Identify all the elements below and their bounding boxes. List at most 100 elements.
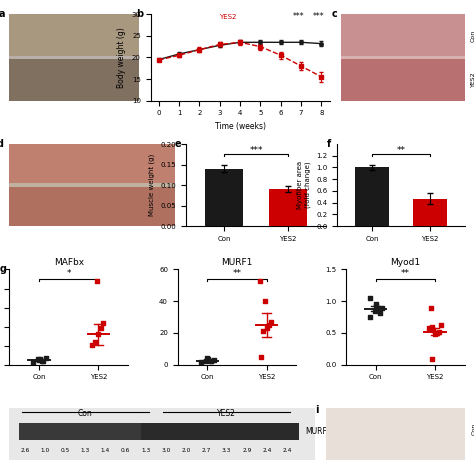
Point xyxy=(39,357,47,365)
Point xyxy=(99,319,107,327)
Point xyxy=(379,304,386,311)
Point xyxy=(204,355,212,363)
Y-axis label: Muscle weight (g): Muscle weight (g) xyxy=(149,154,155,216)
Point xyxy=(373,302,380,310)
Point xyxy=(372,301,380,308)
Bar xyxy=(341,14,465,56)
Text: 3.0: 3.0 xyxy=(161,448,171,453)
Point xyxy=(198,358,205,366)
Point xyxy=(267,318,275,326)
Point xyxy=(436,328,443,336)
Text: YES2: YES2 xyxy=(219,14,236,20)
Bar xyxy=(205,169,243,226)
Text: YES2: YES2 xyxy=(0,71,1,87)
Point xyxy=(89,341,96,348)
Point xyxy=(428,323,436,330)
Title: Myod1: Myod1 xyxy=(390,258,420,267)
Bar xyxy=(9,59,139,100)
Point xyxy=(36,356,43,364)
Text: 2.9: 2.9 xyxy=(242,448,252,453)
Text: *: * xyxy=(66,269,71,278)
Text: 3.3: 3.3 xyxy=(222,448,231,453)
Point xyxy=(36,355,44,363)
Bar xyxy=(18,423,141,440)
Text: 1.3: 1.3 xyxy=(141,448,151,453)
Text: c: c xyxy=(331,9,337,19)
Point xyxy=(260,328,267,335)
Text: **: ** xyxy=(233,269,241,278)
Bar xyxy=(355,167,390,226)
Text: **: ** xyxy=(396,146,405,155)
Text: ***: *** xyxy=(249,146,263,155)
Bar xyxy=(9,187,174,226)
Point xyxy=(434,329,441,337)
Y-axis label: Myofiber area
(fold change): Myofiber area (fold change) xyxy=(297,161,311,209)
Title: MAFbx: MAFbx xyxy=(54,258,84,267)
Text: Con: Con xyxy=(78,410,93,419)
Point xyxy=(257,353,264,360)
Text: YES2: YES2 xyxy=(217,410,236,419)
Point xyxy=(375,305,383,312)
X-axis label: Time (weeks): Time (weeks) xyxy=(215,122,265,131)
Text: 0.5: 0.5 xyxy=(60,448,70,453)
Text: 1.4: 1.4 xyxy=(101,448,110,453)
Point xyxy=(261,297,269,305)
Text: Con: Con xyxy=(471,30,474,42)
Point xyxy=(97,325,105,332)
Bar xyxy=(9,14,139,56)
Point xyxy=(256,277,264,284)
Text: YES2: YES2 xyxy=(471,71,474,87)
Text: ***: *** xyxy=(292,12,304,21)
Point xyxy=(94,330,102,338)
Point xyxy=(371,307,379,314)
Bar xyxy=(412,199,447,226)
Text: Con: Con xyxy=(472,422,474,435)
Bar xyxy=(269,189,307,226)
Point xyxy=(35,356,42,363)
Point xyxy=(265,321,273,329)
Text: 1.0: 1.0 xyxy=(40,448,50,453)
Bar xyxy=(341,59,465,100)
Text: b: b xyxy=(137,9,144,19)
Point xyxy=(91,338,99,346)
Point xyxy=(203,357,210,365)
Point xyxy=(263,324,270,332)
Point xyxy=(29,358,37,365)
Point xyxy=(38,357,46,365)
Point xyxy=(425,325,432,332)
Text: d: d xyxy=(0,139,3,149)
Point xyxy=(431,330,438,338)
Text: 2.7: 2.7 xyxy=(202,448,211,453)
Point xyxy=(93,277,100,285)
Point xyxy=(210,356,218,364)
Text: i: i xyxy=(315,405,318,415)
Text: 2.4: 2.4 xyxy=(283,448,292,453)
Point xyxy=(207,357,214,365)
Text: 1.3: 1.3 xyxy=(81,448,90,453)
Text: Con: Con xyxy=(0,30,1,42)
Y-axis label: Body weight (g): Body weight (g) xyxy=(118,27,127,88)
Text: ***: *** xyxy=(312,12,324,21)
Text: a: a xyxy=(0,9,6,19)
Point xyxy=(376,309,383,316)
Point xyxy=(437,321,445,329)
Text: f: f xyxy=(327,139,331,149)
Point xyxy=(366,294,374,302)
Text: MURF1: MURF1 xyxy=(306,427,332,436)
Text: e: e xyxy=(175,139,182,149)
Point xyxy=(366,313,374,321)
Title: MURF1: MURF1 xyxy=(221,258,253,267)
Point xyxy=(42,354,50,362)
Bar xyxy=(18,423,300,440)
Point xyxy=(204,355,211,362)
Point xyxy=(208,357,215,365)
Point xyxy=(427,304,435,311)
Point xyxy=(428,356,436,363)
Bar xyxy=(9,144,174,183)
Text: g: g xyxy=(0,264,7,274)
Text: 2.4: 2.4 xyxy=(262,448,272,453)
Text: 2.0: 2.0 xyxy=(182,448,191,453)
Point xyxy=(429,326,437,334)
Text: 0.6: 0.6 xyxy=(121,448,130,453)
Text: 2.6: 2.6 xyxy=(20,448,29,453)
